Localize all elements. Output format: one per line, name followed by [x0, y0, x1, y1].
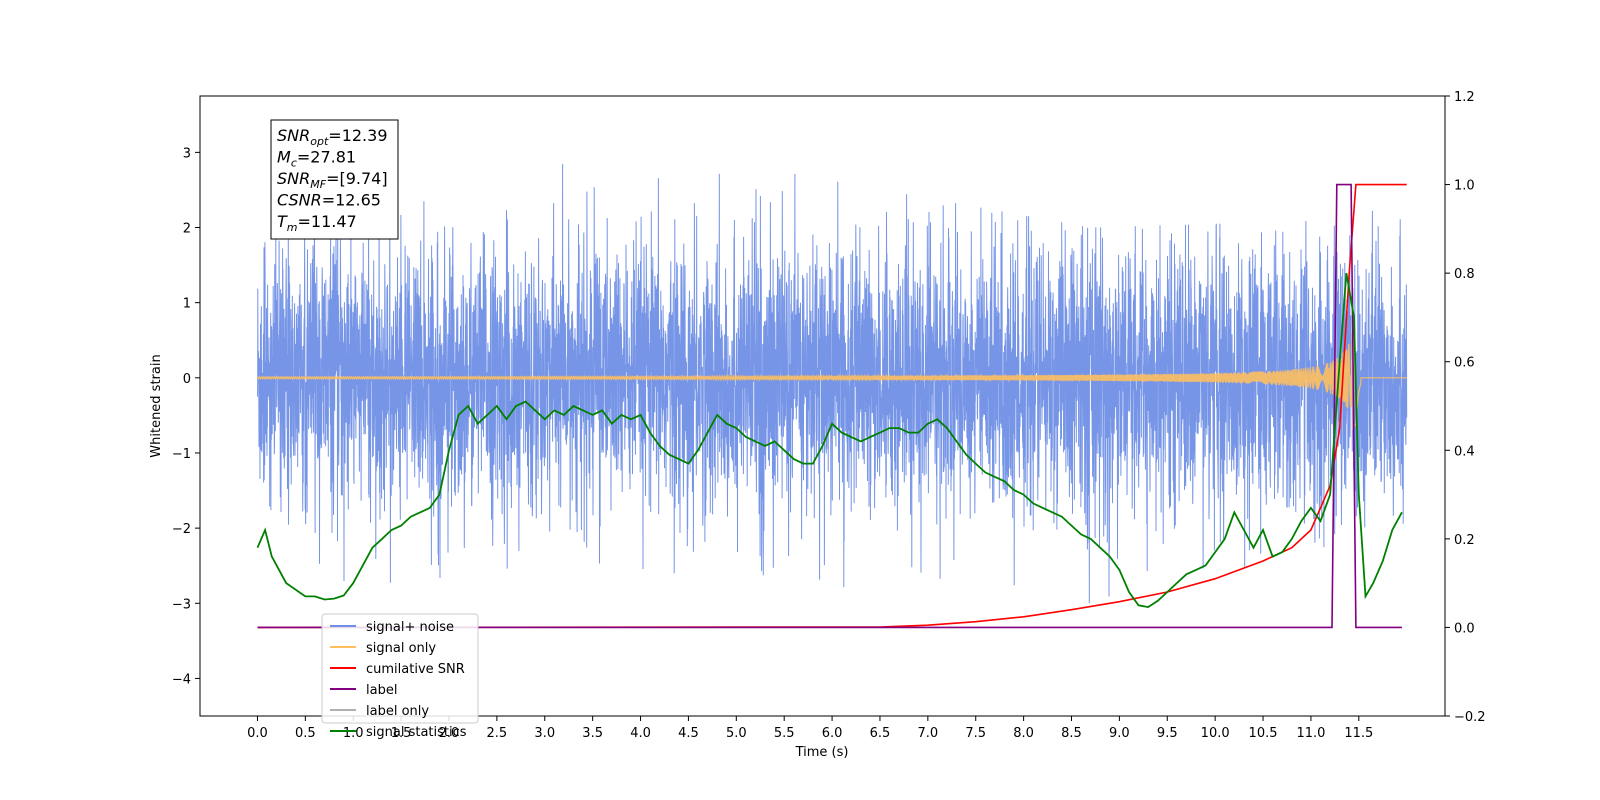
series-signal-only	[256, 323, 1407, 433]
legend-label: label only	[366, 704, 429, 719]
annotation-line: SNRopt=12.39	[277, 126, 388, 148]
y-tick-label-right: 1.2	[1454, 90, 1475, 105]
y-tick-label-right: 0.4	[1454, 444, 1475, 459]
legend: signal+ noise signal only cumilative SNR la…	[321, 613, 479, 740]
legend-label: label	[366, 683, 397, 698]
x-tick-label: 11.5	[1344, 726, 1373, 741]
y-tick-label-right: 0.2	[1454, 533, 1475, 548]
x-tick-label: 3.5	[582, 726, 603, 741]
x-axis: 0.0 0.5 1.0 1.5 2.0 2.5 3.0 3.5 4.0 4.5 5.0 5.5 6.0 6…	[247, 716, 1373, 741]
x-tick-label: 9.5	[1157, 726, 1178, 741]
series-signal-statistics	[256, 272, 1403, 609]
legend-label: signal+ noise	[366, 620, 454, 635]
annotation-line: SNRMF=[9.74]	[277, 169, 388, 191]
x-tick-label: 6.5	[870, 726, 891, 741]
legend-label: signal only	[366, 641, 436, 656]
x-axis-label: Time (s)	[795, 745, 849, 760]
y-tick-label-left: 0	[183, 372, 191, 387]
y-tick-label-right: 0.8	[1454, 267, 1475, 282]
x-tick-label: 0.5	[295, 726, 316, 741]
x-tick-label: 7.0	[918, 726, 939, 741]
annotation-line: Tm=11.47	[277, 212, 357, 234]
annotation-line: Mc=27.81	[277, 148, 356, 170]
plot-frame	[199, 95, 1446, 717]
x-tick-label: 6.0	[822, 726, 843, 741]
y-tick-label-left: −1	[172, 447, 191, 462]
y-tick-label-left: −2	[172, 522, 191, 537]
x-tick-label: 2.0	[439, 726, 460, 741]
x-tick-label: 3.0	[534, 726, 555, 741]
x-tick-label: 4.0	[630, 726, 651, 741]
x-tick-label: 8.0	[1013, 726, 1034, 741]
y-tick-label-right: 0.6	[1454, 356, 1475, 371]
y-tick-label-left: −3	[172, 597, 191, 612]
y-tick-label-left: 2	[183, 222, 191, 237]
y-axis-label-left: Whitened strain	[149, 354, 164, 457]
x-tick-label: 10.5	[1249, 726, 1278, 741]
x-tick-label: 8.5	[1061, 726, 1082, 741]
y-tick-label-left: 1	[183, 297, 191, 312]
x-tick-label: 10.0	[1201, 726, 1230, 741]
x-tick-label: 9.0	[1109, 726, 1130, 741]
series-cumulative-snr	[257, 183, 1407, 629]
y-tick-label-right: 0.0	[1454, 621, 1475, 636]
annotation-box: SNRopt=12.39Mc=27.81SNRMF=[9.74]CSNR=12.…	[270, 119, 399, 240]
y-tick-label-right: 1.0	[1454, 179, 1475, 194]
y-tick-label-left: 3	[183, 146, 191, 161]
legend-label: signal statistics	[366, 725, 467, 740]
x-tick-label: 4.5	[678, 726, 699, 741]
y-tick-label-right: −0.2	[1454, 710, 1486, 725]
series-signal-noise	[257, 163, 1408, 604]
x-tick-label: 1.0	[343, 726, 364, 741]
plot-area	[256, 163, 1408, 629]
y-axis-right: 1.2 1.0 0.8 0.6 0.4 0.2 0.0 −0.2	[1445, 90, 1486, 725]
x-tick-label: 1.5	[391, 726, 412, 741]
x-tick-label: 11.0	[1296, 726, 1325, 741]
x-tick-label: 0.0	[247, 726, 268, 741]
series-label	[257, 183, 1402, 629]
x-tick-label: 2.5	[487, 726, 508, 741]
x-tick-label: 5.5	[774, 726, 795, 741]
annotation-line: CSNR=12.65	[277, 191, 381, 210]
y-tick-label-left: −4	[172, 672, 191, 687]
x-tick-label: 5.0	[726, 726, 747, 741]
x-tick-label: 7.5	[965, 726, 986, 741]
legend-label: cumilative SNR	[366, 662, 465, 677]
y-axis-left: 3 2 1 0 −1 −2 −3 −4	[172, 146, 200, 687]
